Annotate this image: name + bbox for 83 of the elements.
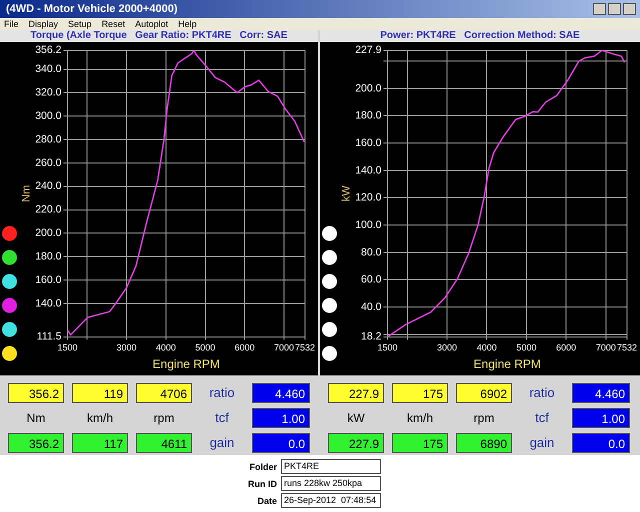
text: 1.00 — [252, 408, 310, 428]
x-tick-label: 6000 — [234, 342, 255, 353]
x-tick-label: 5000 — [195, 342, 216, 353]
text: tcf — [214, 409, 230, 427]
text: 1.00 — [572, 408, 630, 428]
x-tick-label: 6000 — [556, 342, 576, 353]
y-tick-label: 180.0 — [355, 110, 382, 122]
text: km/h — [86, 410, 114, 427]
y-axis-title: Nm — [20, 184, 33, 202]
y-tick-label: 300.0 — [35, 110, 62, 122]
y-tick-label: 340.0 — [35, 63, 62, 76]
text: Run ID — [247, 478, 278, 488]
text: 175 — [392, 433, 448, 453]
text: 0.0 — [252, 433, 310, 453]
x-tick-label: 5000 — [516, 342, 536, 353]
text: 0.0 — [572, 433, 630, 453]
text: 117 — [72, 433, 128, 453]
y-tick-label: 140.0 — [35, 297, 62, 310]
text: gain — [528, 434, 556, 452]
chart-title: Torque (Axle Torque Gear Ratio: PKT4RE Corr: SAE — [0, 30, 318, 42]
text: Display — [28, 18, 58, 30]
y-tick-label: 220.0 — [35, 204, 62, 216]
chart-title: Power: PKT4RE Correction Method: SAE — [320, 30, 640, 42]
y-tick-label: 100.0 — [355, 218, 382, 231]
text: ratio — [528, 384, 556, 402]
text: Autoplot — [135, 18, 168, 30]
y-tick-label: 227.9 — [355, 44, 382, 56]
text: Reset — [102, 18, 126, 30]
y-tick-label: 80.0 — [361, 246, 382, 258]
text: (4WD - Motor Vehicle 2000+4000) — [6, 3, 178, 15]
y-tick-label: 60.0 — [361, 274, 382, 286]
text: 4.460 — [252, 383, 310, 403]
x-tick-label: 3000 — [437, 342, 458, 353]
y-tick-label: 18.2 — [361, 330, 382, 343]
text: kW — [346, 410, 366, 427]
text: 6902 — [456, 383, 512, 403]
x-tick-label: 1500 — [57, 342, 78, 353]
x-tick-label: 4000 — [476, 342, 497, 353]
x-tick-label: 3000 — [116, 342, 137, 353]
y-tick-label: 111.5 — [36, 330, 62, 343]
x-tick-label: 7532 — [616, 342, 638, 353]
y-tick-label: 320.0 — [35, 86, 62, 99]
text: 6890 — [456, 433, 512, 453]
y-tick-label: 40.0 — [361, 300, 382, 313]
y-tick-label: 200.0 — [35, 227, 62, 240]
text: Setup — [68, 18, 92, 30]
text: km/h — [406, 410, 434, 427]
text: gain — [208, 434, 236, 452]
y-axis-title: kW — [340, 184, 353, 202]
y-tick-label: 180.0 — [35, 250, 62, 262]
text: runs 228kw 250kpa — [281, 476, 381, 491]
y-tick-label: 120.0 — [355, 192, 382, 204]
text: 119 — [72, 383, 128, 403]
text: 4.460 — [572, 383, 630, 403]
text: ratio — [208, 384, 236, 402]
y-tick-label: 140.0 — [355, 164, 382, 176]
y-tick-label: 160.0 — [355, 136, 382, 149]
text: tcf — [534, 409, 550, 427]
text: Date — [256, 496, 278, 506]
text: File — [4, 18, 19, 30]
y-tick-label: 260.0 — [35, 156, 62, 169]
x-tick-label: 1500 — [377, 342, 398, 353]
y-tick-label: 200.0 — [355, 82, 382, 94]
x-tick-label: 7532 — [294, 342, 316, 353]
text: 26-Sep-2012 07:48:54 — [281, 493, 381, 508]
x-axis-title: Engine RPM — [474, 357, 541, 372]
text: rpm — [472, 410, 496, 427]
x-tick-label: 7000 — [274, 342, 294, 353]
x-axis-title: Engine RPM — [152, 357, 220, 372]
text: rpm — [152, 410, 176, 427]
text: 4611 — [136, 433, 192, 453]
text: PKT4RE — [281, 459, 381, 474]
text: 4706 — [136, 383, 192, 403]
y-tick-label: 160.0 — [35, 274, 62, 286]
x-tick-label: 4000 — [156, 342, 176, 353]
text: 175 — [392, 383, 448, 403]
text: Folder — [248, 462, 278, 472]
y-tick-label: 356.2 — [35, 44, 62, 56]
y-tick-label: 240.0 — [35, 180, 62, 192]
text: Help — [178, 18, 197, 30]
x-tick-label: 7000 — [596, 342, 616, 353]
text: Nm — [26, 410, 46, 427]
y-tick-label: 280.0 — [35, 133, 62, 146]
